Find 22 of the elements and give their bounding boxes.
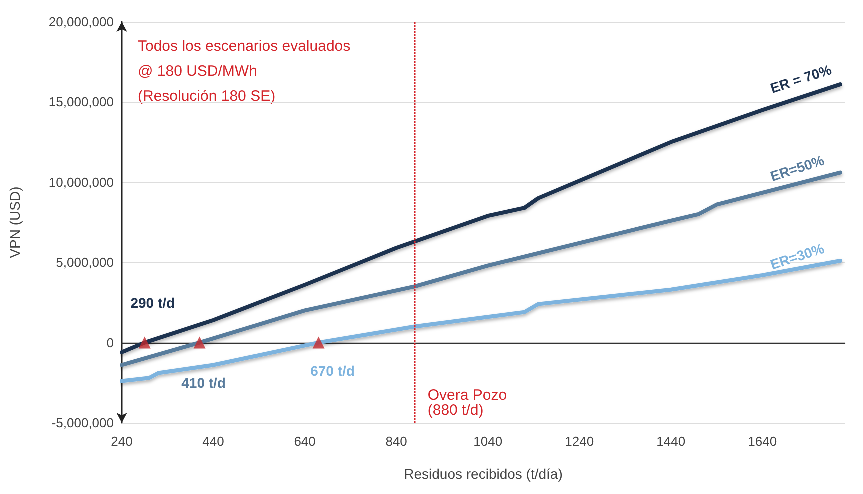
- y-tick-label: 0: [106, 335, 114, 350]
- x-tick-label: 840: [386, 434, 408, 449]
- annotation: 290 t/d: [130, 294, 176, 311]
- y-tick-label: 20,000,000: [48, 14, 114, 30]
- y-tick-label: 5,000,000: [56, 255, 114, 270]
- annotation: 670 t/d: [310, 362, 355, 379]
- x-tick-label: 240: [111, 434, 133, 449]
- x-tick-label: 1640: [748, 434, 778, 449]
- annotation: 410 t/d: [182, 374, 226, 391]
- x-tick-label: 640: [294, 434, 316, 449]
- y-tick-label: -5,000,000: [52, 416, 114, 430]
- x-axis-title: Residuos recibidos (t/día): [404, 466, 563, 482]
- y-tick-label: 15,000,000: [48, 94, 114, 110]
- x-tick-label: 1040: [474, 434, 503, 449]
- ref-line-label: Overa Pozo (880 t/d): [428, 387, 508, 419]
- y-tick-label: 10,000,000: [48, 174, 114, 190]
- annotation: Todos los escenarios evaluados @ 180 USD/MWh (Resolución 180 SE): [138, 38, 351, 105]
- y-axis-title: VPN (USD): [7, 186, 23, 258]
- x-tick-label: 440: [202, 434, 224, 449]
- x-tick-label: 1440: [656, 434, 686, 449]
- text: ER = 70%: [768, 61, 834, 96]
- x-tick-label: 1240: [565, 434, 594, 449]
